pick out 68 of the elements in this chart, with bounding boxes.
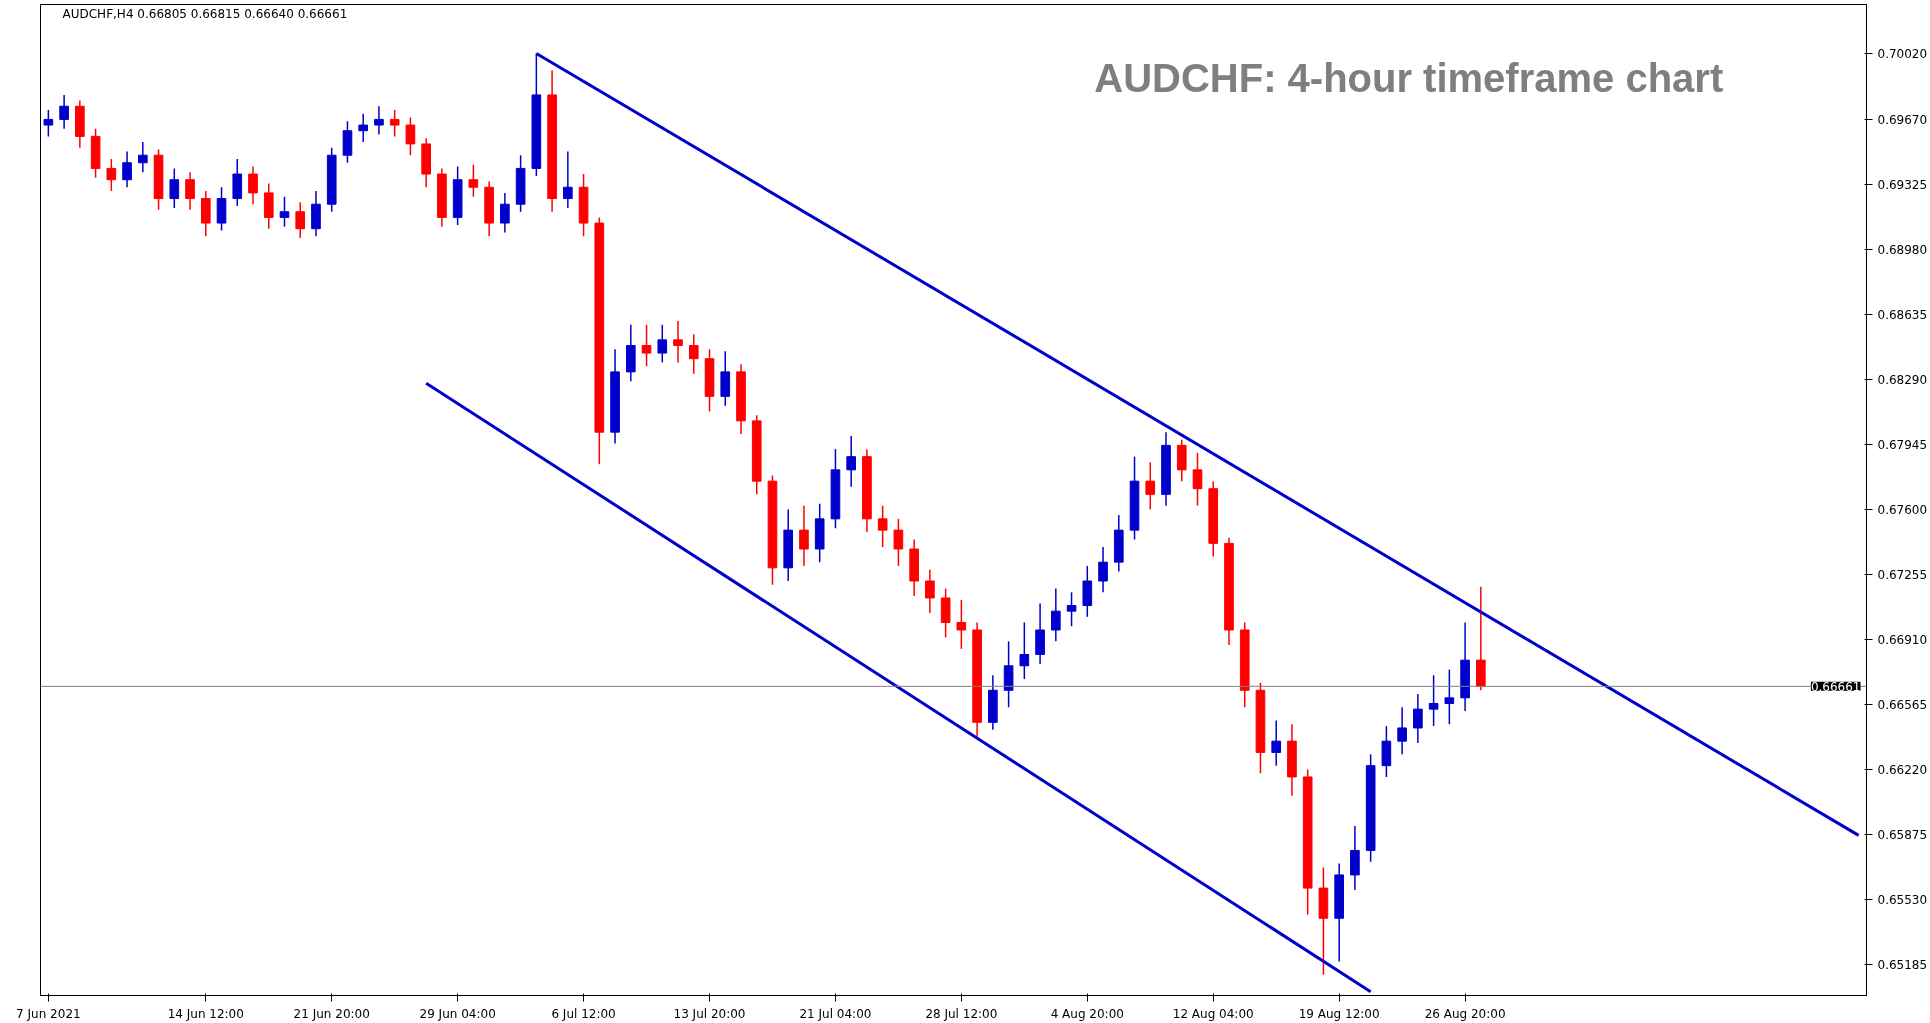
candlestick: [405, 116, 416, 156]
candlestick: [799, 504, 809, 567]
y-tick-label: 0.67600: [1877, 502, 1928, 517]
candlestick: [169, 167, 180, 209]
y-tick-label: 0.65185: [1877, 957, 1928, 972]
candlestick: [1050, 587, 1061, 643]
x-tick-label: 29 Jun 04:00: [419, 1006, 496, 1021]
candlestick: [106, 158, 117, 192]
candlestick: [279, 195, 290, 228]
x-tick-label: 13 Jul 20:00: [673, 1006, 746, 1021]
candlestick: [389, 109, 400, 138]
candlestick: [43, 109, 54, 138]
x-tick-label: 26 Aug 20:00: [1424, 1006, 1506, 1021]
y-tick-label: 0.66910: [1877, 632, 1928, 647]
x-tick-label: 12 Aug 04:00: [1172, 1006, 1254, 1021]
y-tick-label: 0.69670: [1877, 112, 1928, 127]
candlestick: [468, 163, 479, 198]
y-tick-label: 0.67255: [1877, 567, 1928, 582]
candlestick: [846, 435, 857, 488]
candlestick: [1066, 591, 1077, 627]
y-tick-label: 0.65875: [1877, 827, 1928, 842]
y-tick-label: 0.69325: [1877, 177, 1928, 192]
candlestick: [925, 568, 935, 614]
x-tick-label: 19 Aug 12:00: [1298, 1006, 1380, 1021]
candlestick: [374, 105, 384, 136]
annotation: AUDCHF,H4 0.66805 0.66815 0.66640 0.66661: [62, 6, 348, 21]
candlestick: [1145, 461, 1156, 511]
candlestick: [295, 201, 306, 239]
x-tick-label: 21 Jul 04:00: [799, 1006, 872, 1021]
x-tick-label: 6 Jul 12:00: [551, 1006, 616, 1021]
x-tick-label: 14 Jun 12:00: [167, 1006, 244, 1021]
candlestick: [1428, 674, 1439, 727]
candlestick: [1444, 668, 1455, 725]
x-tick-label: 7 Jun 2021: [16, 1006, 81, 1021]
y-tick-label: 0.68635: [1877, 307, 1928, 322]
candlestick: [1019, 621, 1030, 680]
x-tick-label: 21 Jun 20:00: [293, 1006, 370, 1021]
y-tick-label: 0.67945: [1877, 437, 1928, 452]
ref-line-label: 0.66661: [1810, 679, 1861, 694]
text: AUDCHF: 4-hour timeframe chart: [1094, 55, 1724, 100]
candlestick: [1192, 452, 1203, 507]
candlestick: [248, 165, 258, 205]
candlestick: [877, 504, 888, 548]
candlestick: [185, 171, 195, 211]
candlestick: [1413, 693, 1423, 744]
candlestick: [500, 192, 510, 234]
candlestick: [137, 141, 148, 173]
y-tick-label: 0.70020: [1877, 46, 1928, 61]
x-tick-label: 28 Jul 12:00: [925, 1006, 998, 1021]
candlestick: [1397, 706, 1407, 756]
candlestick: [358, 113, 369, 143]
candlestick: [563, 150, 573, 209]
candlestick: [122, 150, 132, 188]
y-tick-label: 0.65530: [1877, 892, 1928, 907]
candlestick: [1098, 546, 1108, 594]
candlestick: [688, 333, 699, 375]
candlestick: [1271, 719, 1282, 767]
y-tick-label: 0.66220: [1877, 762, 1928, 777]
candlestick: [673, 320, 683, 364]
x-tick-label: 4 Aug 20:00: [1050, 1006, 1124, 1021]
candlestick: [59, 94, 69, 130]
candlestick: [657, 324, 668, 364]
candlestick: [641, 324, 652, 367]
y-tick-label: 0.68980: [1877, 242, 1928, 257]
candlestick: [956, 599, 967, 650]
y-tick-label: 0.66565: [1877, 697, 1928, 712]
candlestick: [893, 518, 904, 567]
y-tick-label: 0.68290: [1877, 372, 1928, 387]
